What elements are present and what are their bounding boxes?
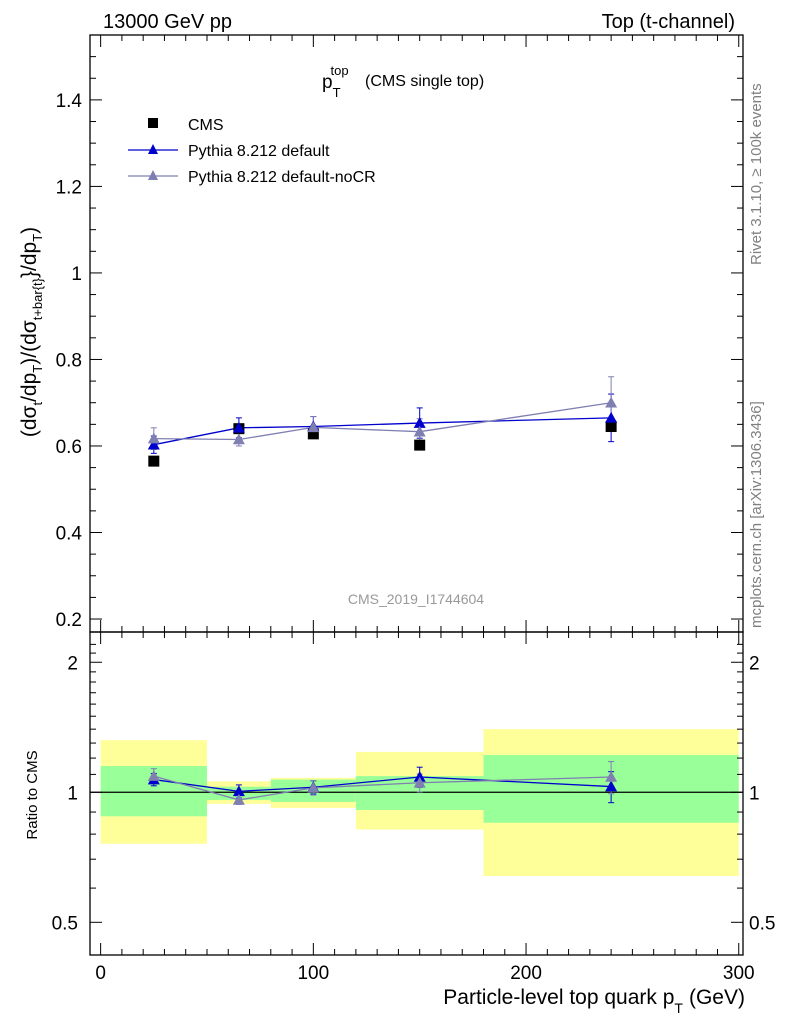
ratio-series-marker-1: [147, 770, 160, 781]
ylabel-part-1: (dσ: [18, 406, 41, 438]
ratio-y-tick-label-left: 2: [67, 653, 78, 674]
legend: CMS Pythia 8.212 default Pythia 8.212 de…: [128, 117, 376, 186]
main-series-marker-1: [147, 432, 160, 444]
ratio-series-marker-1: [307, 781, 320, 793]
data-point-cms: [414, 439, 426, 451]
main-series-marker-1: [605, 396, 618, 408]
main-series-marker-0: [232, 421, 245, 433]
main-y-tick-label: 0.2: [56, 610, 82, 631]
x-axis-label: Particle-level top quark pT (GeV): [443, 986, 745, 1016]
xlabel-unit: (GeV): [689, 986, 745, 1009]
ylabel-part-2: /dp: [18, 373, 41, 402]
header-energy-label: 13000 GeV pp: [103, 11, 232, 33]
data-point-cms: [605, 421, 617, 433]
plot-title: pTtop: [322, 63, 349, 100]
main-y-tick-label: 1: [71, 264, 82, 285]
x-tick-label: 300: [723, 963, 755, 984]
ylabel-part-5: ): [18, 227, 41, 234]
legend-label-cms: CMS: [188, 117, 224, 134]
header-process-label: Top (t-channel): [602, 11, 735, 33]
main-series-marker-1: [413, 425, 426, 437]
main-series-marker-0: [605, 411, 618, 423]
plot-title-sub: T: [333, 85, 341, 100]
main-series-marker-1: [307, 421, 320, 433]
plot-title-main: p: [322, 72, 333, 93]
main-panel: 0.2 0.4 0.6 0.8 1 1.2 1.4: [56, 34, 744, 633]
plot-title-sup: top: [331, 63, 349, 78]
ylabel-sub-1: t: [30, 402, 45, 406]
legend-label-default: Pythia 8.212 default: [188, 143, 330, 160]
ylabel-sub-3: t+bar{t}: [30, 277, 45, 320]
ratio-y-tick-label-right: 1: [749, 783, 760, 804]
ratio-y-axis-label: Ratio to CMS: [24, 750, 41, 839]
ratio-series-marker-0: [605, 780, 618, 792]
ratio-y-tick-label-left: 1: [67, 783, 78, 804]
main-series-marker-1: [232, 433, 245, 445]
ratio-series-marker-1: [605, 770, 618, 782]
main-y-tick-label: 0.4: [56, 524, 83, 545]
ratio-panel: 0 100 200 300 0.5 0.5 1 1 2 2: [52, 631, 775, 984]
main-y-tick-label: 0.8: [56, 350, 82, 371]
legend-label-nocr: Pythia 8.212 default-noCR: [188, 169, 376, 186]
ratio-series-marker-1: [413, 776, 426, 788]
ratio-series-marker-0: [232, 785, 245, 797]
x-tick-label: 100: [297, 963, 329, 984]
legend-marker-nocr: [148, 170, 158, 180]
analysis-watermark: CMS_2019_I1744604: [348, 591, 484, 607]
xlabel-sub: T: [674, 1000, 683, 1016]
ylabel-part-3: )/(dσ: [18, 320, 41, 365]
ratio-panel-frame: [89, 631, 744, 956]
ratio-y-tick-label-right: 2: [749, 653, 760, 674]
xlabel-text: Particle-level top quark p: [443, 986, 674, 1009]
x-tick-label: 0: [95, 963, 106, 984]
legend-marker-cms: [148, 118, 158, 128]
main-y-tick-label: 1.2: [56, 177, 82, 198]
legend-marker-default: [148, 144, 158, 154]
data-point-cms: [148, 455, 160, 467]
ratio-series-marker-1: [232, 793, 245, 805]
ratio-y-tick-label-right: 0.5: [749, 913, 775, 934]
rivet-version-label: Rivet 3.1.10, ≥ 100k events: [748, 83, 765, 265]
main-series-line-0: [153, 417, 612, 446]
main-series-line-1: [153, 402, 612, 441]
ylabel-sub-2: T: [30, 365, 45, 373]
mcplots-label: mcplots.cern.ch [arXiv:1306.3436]: [748, 401, 765, 628]
x-tick-label: 200: [510, 963, 542, 984]
ylabel-part-4: }/dp: [18, 242, 41, 278]
ylabel-sub-4: T: [30, 234, 45, 242]
main-y-tick-label: 1.4: [56, 91, 83, 112]
main-series-marker-0: [413, 417, 426, 428]
main-y-axis-label: (dσt/dpT)/(dσt+bar{t}}/dpT): [18, 227, 45, 437]
plot-title-note: (CMS single top): [365, 73, 484, 90]
ratio-series-marker-0: [413, 770, 426, 782]
ratio-y-tick-label-left: 0.5: [52, 913, 78, 934]
main-y-tick-label: 0.6: [56, 437, 82, 458]
data-point-cms: [307, 428, 319, 440]
main-series-marker-0: [147, 438, 160, 450]
